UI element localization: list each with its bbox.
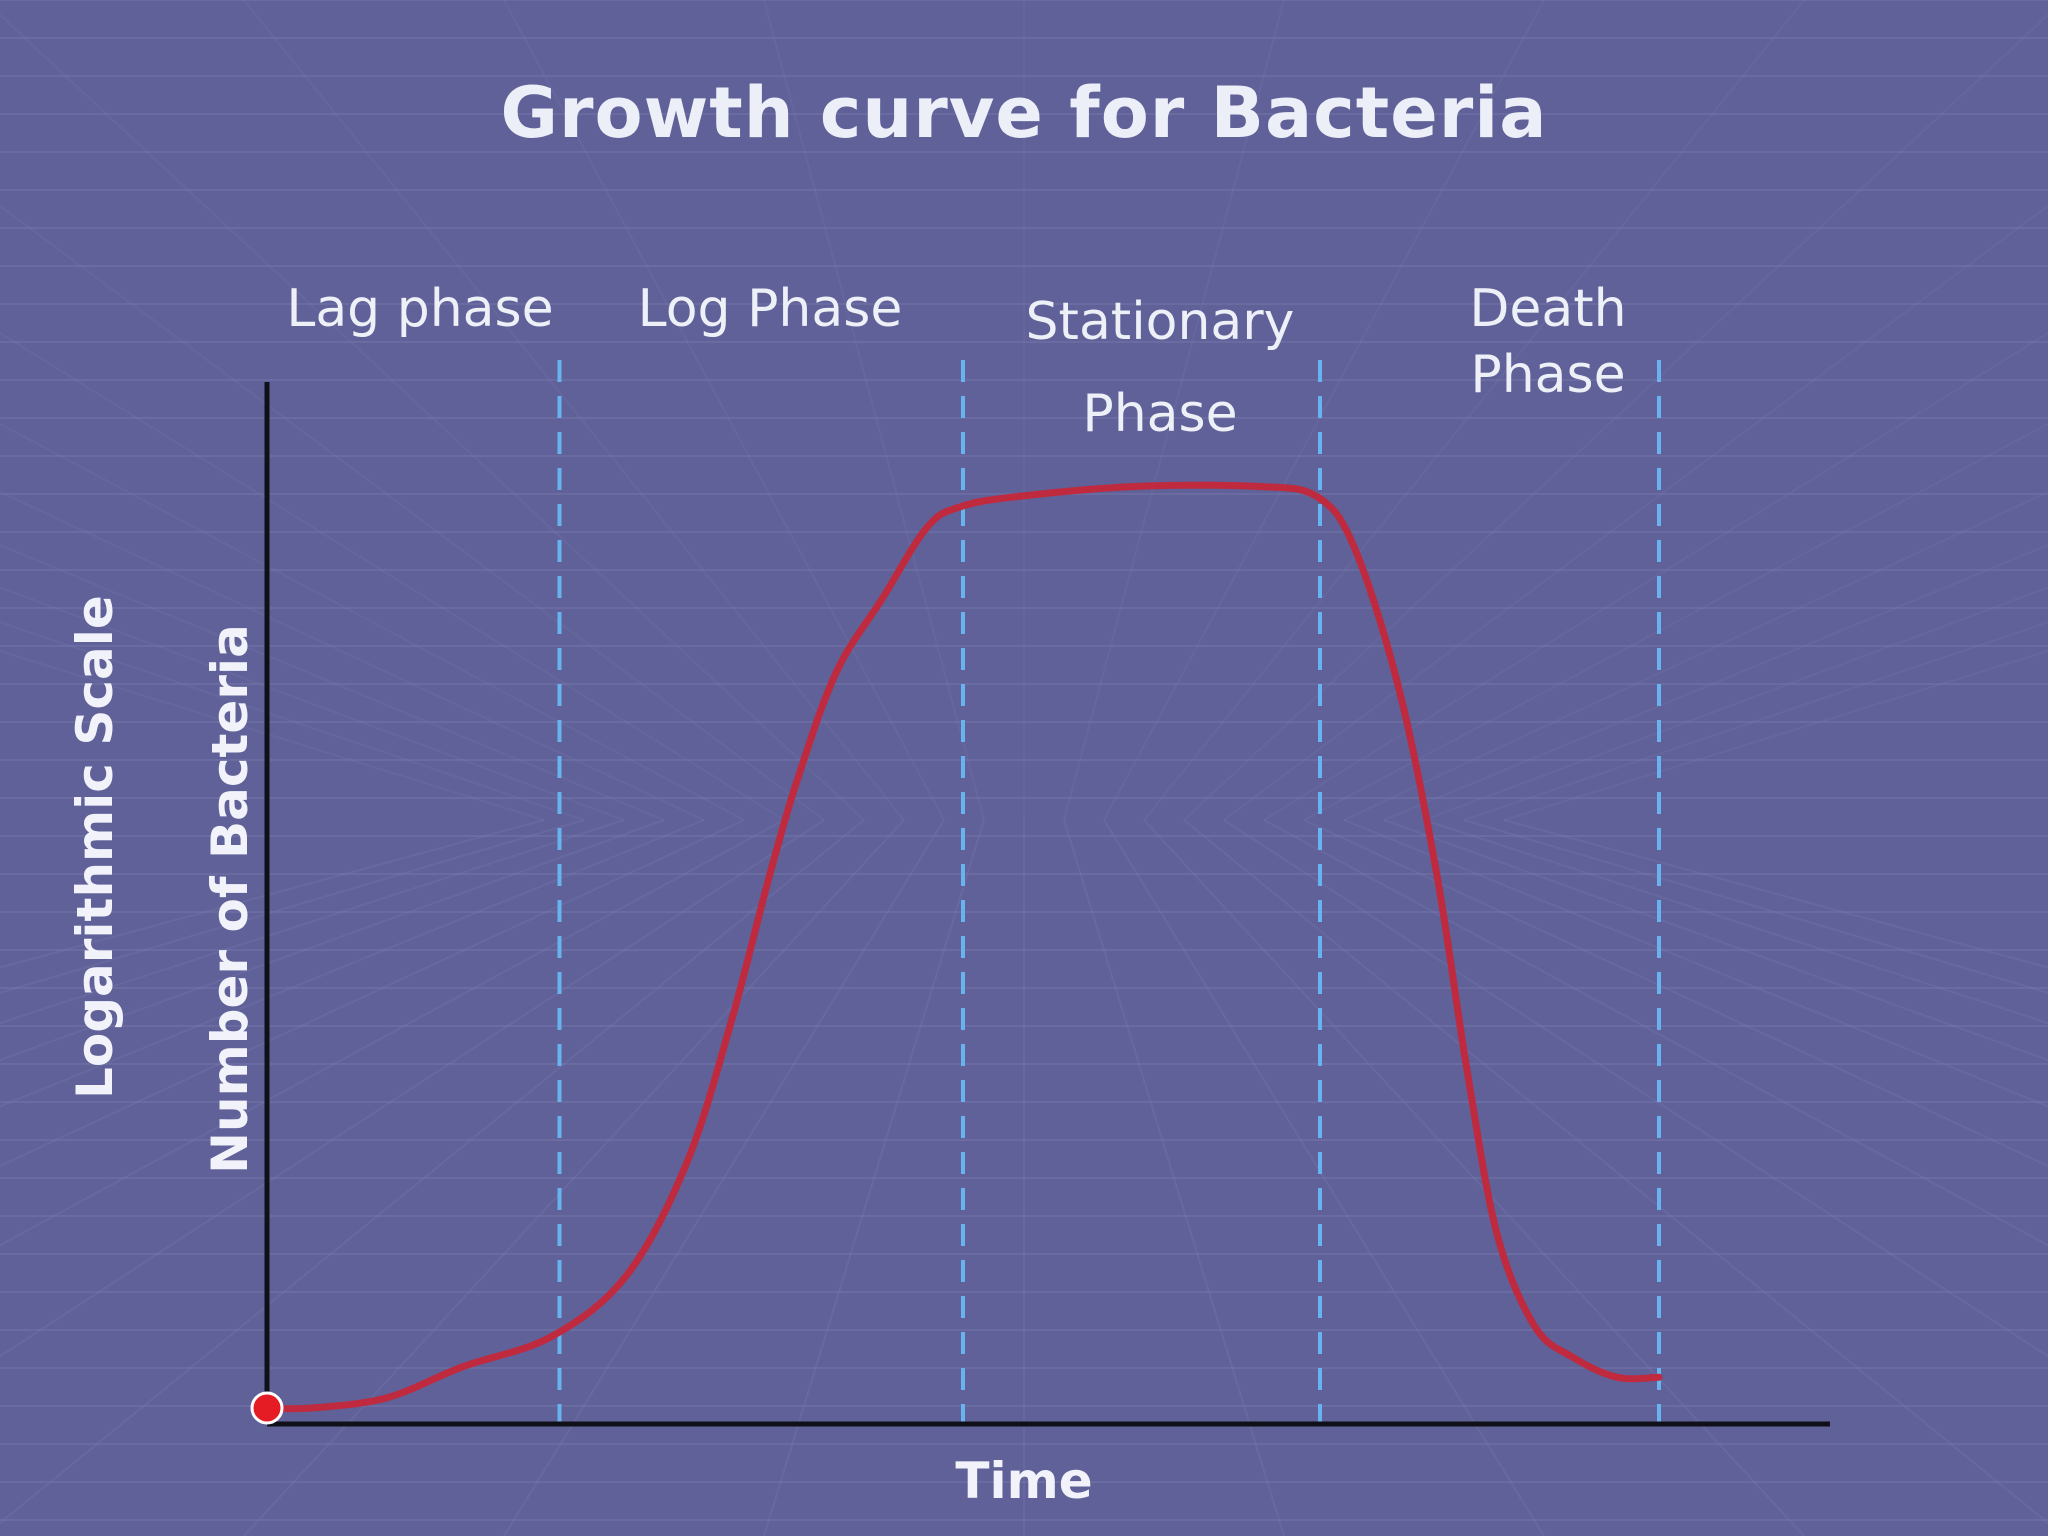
background-perspective-line xyxy=(503,0,945,821)
background-perspective-line xyxy=(0,331,785,821)
background-perspective-line xyxy=(0,204,825,821)
background-perspective-line xyxy=(1063,0,1285,821)
background-perspective-line xyxy=(0,819,745,1168)
background-perspective-line xyxy=(1103,0,1545,821)
background-perspective-line xyxy=(1343,490,2048,821)
background-perspective-line xyxy=(503,819,945,1536)
background-perspective-line xyxy=(0,819,585,994)
background-perspective-line xyxy=(0,649,545,821)
background-perspective-line xyxy=(1303,422,2048,821)
phase-label-log: Log Phase xyxy=(620,276,920,342)
phase-label-line: Phase xyxy=(1082,384,1238,444)
background-perspective-line xyxy=(0,586,625,821)
background-perspective-line xyxy=(0,819,825,1358)
background-perspective-line xyxy=(1383,543,2048,821)
phase-label-line: Stationary xyxy=(1025,292,1295,352)
phase-label-stationary: Stationary Phase xyxy=(1010,276,1310,460)
x-axis-label: Time xyxy=(955,1452,1093,1510)
background-perspective-line xyxy=(243,0,905,821)
origin-point-marker xyxy=(250,1391,284,1425)
background-perspective-line xyxy=(1503,649,2048,821)
background-perspective-line xyxy=(1063,819,1285,1536)
background-perspective-line xyxy=(0,819,785,1247)
phase-label-line: Death xyxy=(1469,279,1627,339)
background-perspective-line xyxy=(1103,819,1545,1536)
phase-label-lag: Lag phase xyxy=(270,276,570,342)
background-perspective-line xyxy=(243,819,905,1536)
phase-label-line: Lag phase xyxy=(286,279,554,339)
background-perspective-line xyxy=(1503,819,2048,969)
background-perspective-line xyxy=(0,422,745,821)
phase-label-death: Death Phase xyxy=(1398,276,1698,408)
background-perspective-line xyxy=(0,13,865,821)
background-perspective-line xyxy=(0,819,705,1108)
background-perspective-line xyxy=(1263,331,2048,821)
background-perspective-line xyxy=(0,490,705,821)
background-perspective-line xyxy=(1463,819,2048,994)
background-perspective-line xyxy=(1383,819,2048,1062)
background-perspective-line xyxy=(1423,586,2048,821)
background-perspective-line xyxy=(1183,819,2048,1525)
background-perspective-line xyxy=(763,819,985,1536)
background-perspective-line xyxy=(1143,0,1805,821)
background-perspective-line xyxy=(1423,819,2048,1025)
background-perspective-line xyxy=(0,543,665,821)
background-perspective-line xyxy=(1183,13,2048,821)
chart-title: Growth curve for Bacteria xyxy=(500,72,1548,154)
background-perspective-line xyxy=(0,819,545,969)
background-perspective-line xyxy=(1303,819,2048,1168)
background-perspective-line xyxy=(0,819,865,1525)
phase-label-line: Log Phase xyxy=(637,279,903,339)
background-perspective-line xyxy=(1343,819,2048,1108)
background-perspective-line xyxy=(1263,819,2048,1247)
background-perspective-line xyxy=(1143,819,1805,1536)
background-perspective-line xyxy=(0,621,585,821)
background-perspective-line xyxy=(0,819,625,1025)
background-perspective-line xyxy=(0,819,665,1062)
background-perspective-line xyxy=(1463,621,2048,821)
phase-label-line: Phase xyxy=(1470,345,1626,405)
background-perspective-line xyxy=(763,0,985,821)
background-perspective-line xyxy=(1223,819,2048,1358)
background-perspective-line xyxy=(1223,204,2048,821)
growth-curve-line xyxy=(263,481,1663,1413)
